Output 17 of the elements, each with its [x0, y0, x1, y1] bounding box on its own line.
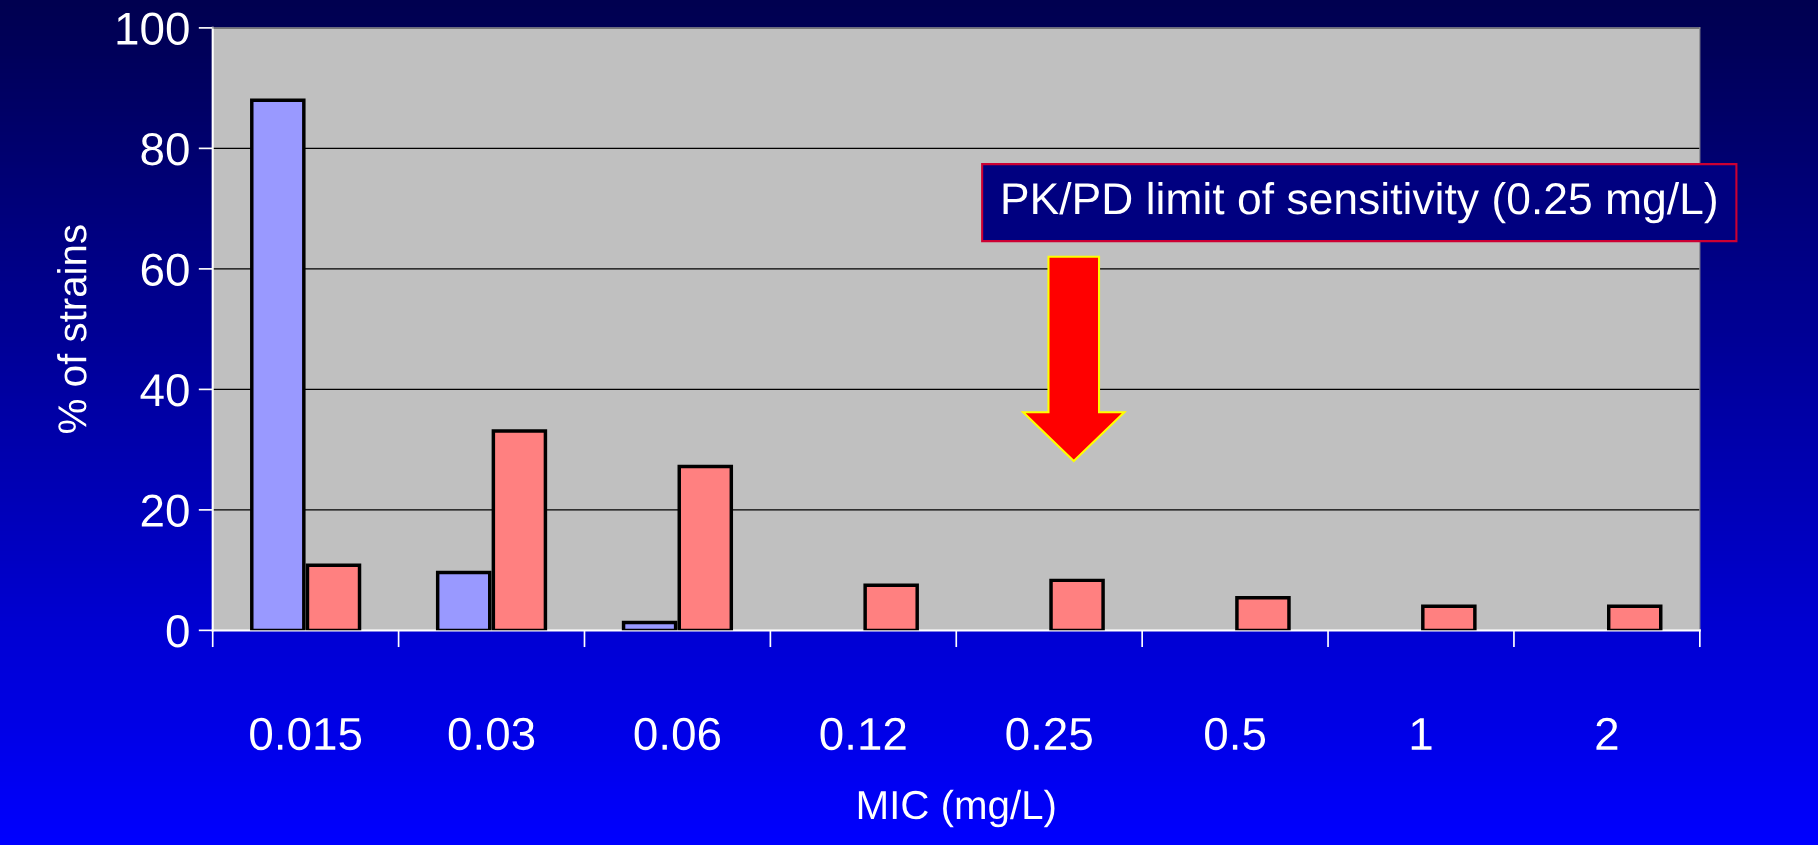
y-tick-label: 80	[141, 132, 189, 166]
x-axis-title: MIC (mg/L)	[858, 789, 1055, 828]
y-axis-title: % of strains	[57, 225, 87, 433]
x-tick-label: 2	[1596, 717, 1618, 750]
annotation: PK/PD limit of sensitivity (0.25 mg/L)	[1003, 181, 1716, 224]
y-tick-label: 0	[166, 614, 189, 648]
x-tick-label: 0.03	[448, 717, 535, 751]
y-tick-label: 20	[141, 494, 189, 527]
y-tick-label: 100	[117, 12, 189, 45]
x-tick-label: 0.015	[250, 717, 362, 751]
x-tick-label: 0.06	[634, 717, 721, 751]
x-tick-label: 0.25	[1006, 717, 1092, 751]
y-tick-label: 40	[140, 373, 189, 407]
x-tick-label: 0.5	[1205, 717, 1266, 751]
y-tick-label: 60	[141, 253, 189, 286]
x-tick-label: 1	[1411, 718, 1432, 750]
x-tick-label: 0.12	[820, 717, 906, 751]
